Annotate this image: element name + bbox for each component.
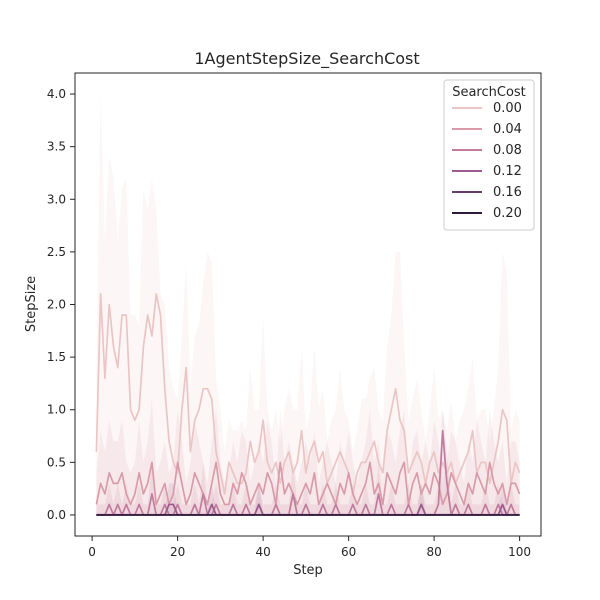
y-tick-label: 3.0 [47, 192, 66, 206]
series-line-0.04 [95, 461, 521, 506]
x-axis-label: Step [293, 563, 323, 578]
legend-entry-label: 0.04 [493, 122, 522, 137]
legend-items: 0.00 0.04 0.08 0.12 0.16 0.20 [452, 101, 522, 221]
y-tick-label: 0.0 [47, 508, 66, 522]
legend-entry-label: 0.08 [493, 143, 522, 158]
y-tick-label: 4.0 [47, 87, 66, 101]
y-tick-label: 3.5 [47, 140, 66, 154]
x-tick-label: 100 [508, 545, 531, 559]
y-axis-label: StepSize [24, 276, 39, 332]
confidence-band-0.00 [96, 94, 520, 515]
legend-entry-label: 0.00 [493, 101, 522, 116]
series-line-0.00 [95, 293, 521, 495]
y-tick-label: 1.5 [47, 350, 66, 364]
legend: SearchCost 0.00 0.04 0.08 0.12 0.16 0.20 [443, 79, 535, 231]
y-tick-label: 2.5 [47, 245, 66, 259]
confidence-bands [96, 94, 520, 515]
x-tick-label: 80 [426, 545, 441, 559]
x-tick-label: 60 [341, 545, 356, 559]
series-lines [95, 293, 521, 516]
x-tick-label: 20 [170, 545, 185, 559]
y-tick-label: 1.0 [47, 403, 66, 417]
x-tick-label: 40 [255, 545, 270, 559]
x-tick-label: 0 [88, 545, 96, 559]
confidence-band-0.08 [96, 409, 520, 515]
legend-entry-label: 0.16 [493, 185, 522, 200]
x-axis-ticks: 0 20 40 60 80 100 [88, 536, 531, 559]
y-tick-label: 0.5 [47, 455, 66, 469]
chart-title: 1AgentStepSize_SearchCost [194, 49, 419, 69]
legend-entry-label: 0.20 [493, 206, 522, 221]
y-tick-label: 2.0 [47, 298, 66, 312]
confidence-band-0.04 [96, 399, 520, 515]
legend-title: SearchCost [452, 85, 526, 100]
legend-entry-label: 0.12 [493, 164, 522, 179]
y-axis-ticks: 0.0 0.5 1.0 1.5 2.0 2.5 3.0 3.5 4.0 [47, 87, 75, 522]
